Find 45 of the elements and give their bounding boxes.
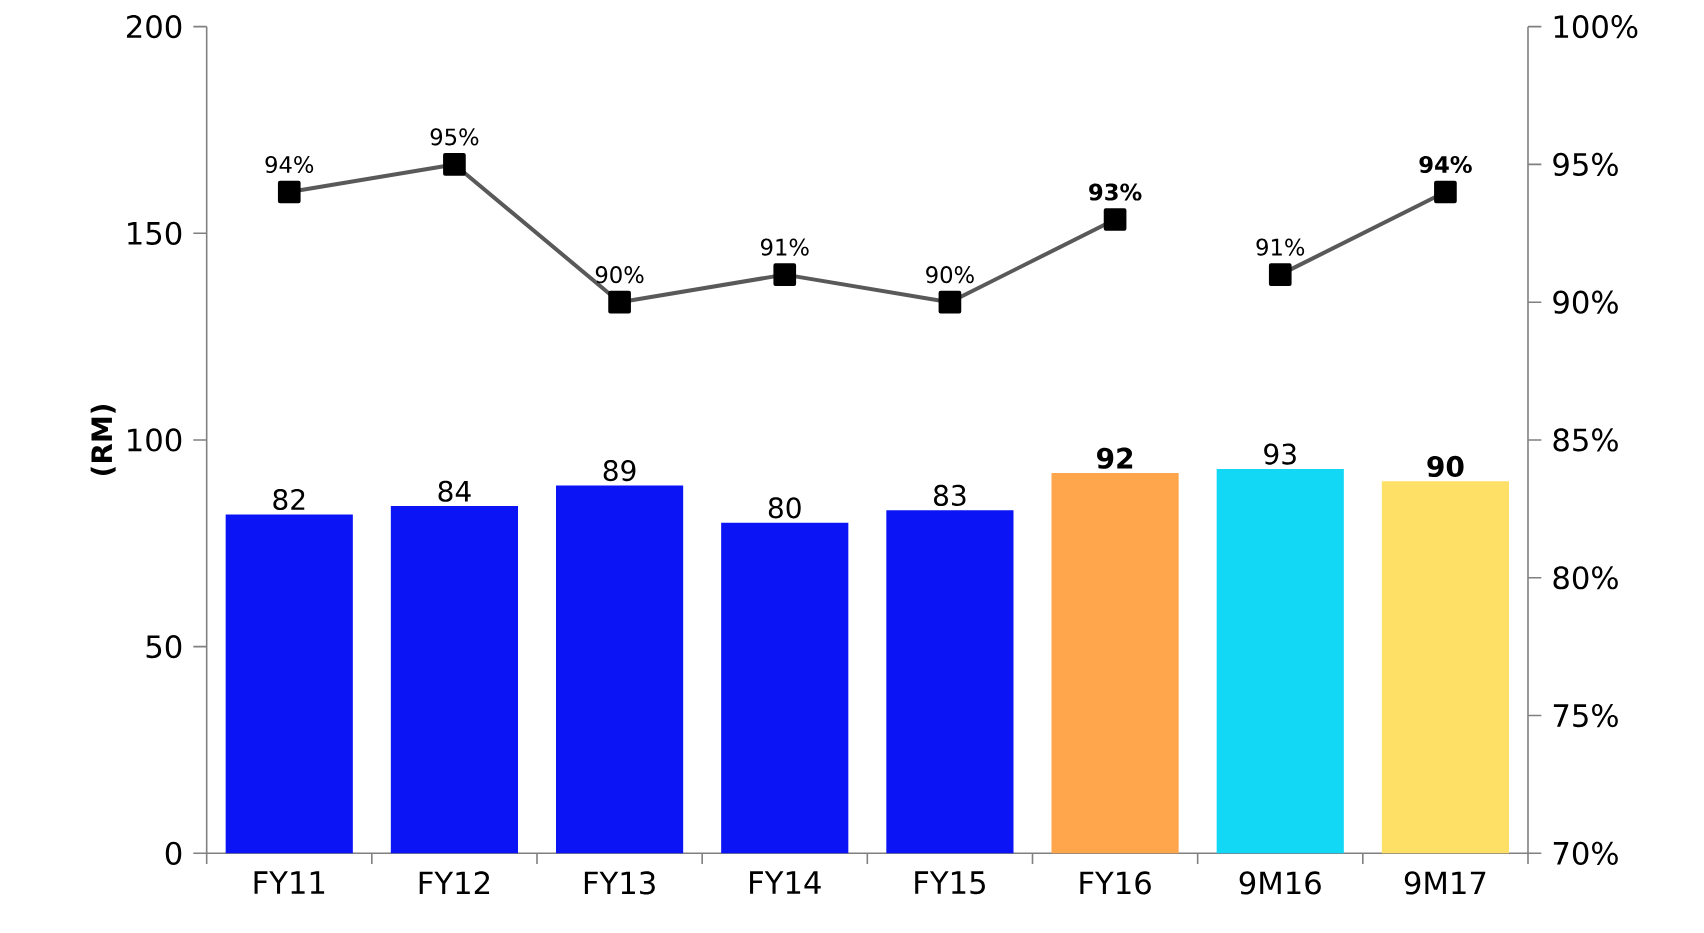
data-label: 80 bbox=[768, 497, 801, 519]
bar bbox=[1381, 481, 1509, 854]
y-tick-label: 100 bbox=[128, 428, 182, 452]
y2-tick-label: 80% bbox=[1553, 565, 1618, 590]
y-tick-label: 50 bbox=[146, 634, 182, 659]
y2-tick-label: 95% bbox=[1553, 152, 1618, 176]
data-label: 94% bbox=[1419, 155, 1472, 173]
data-label: 91% bbox=[760, 238, 809, 256]
y2-tick-label: 100% bbox=[1554, 14, 1638, 39]
data-label: 91% bbox=[1256, 238, 1305, 256]
data-label: 90 bbox=[1427, 455, 1464, 477]
data-label: 93 bbox=[1264, 443, 1296, 465]
bar bbox=[886, 510, 1014, 854]
data-label: 83 bbox=[934, 484, 966, 506]
y2-tick-label: 70% bbox=[1553, 841, 1618, 865]
data-label: 95% bbox=[430, 128, 479, 146]
x-tick-label: FY15 bbox=[915, 871, 985, 894]
data-label: 90% bbox=[595, 265, 644, 284]
y2-tick-label: 85% bbox=[1553, 428, 1618, 452]
x-tick-label: 9M16 bbox=[1239, 871, 1321, 895]
x-tick-label: FY16 bbox=[1080, 871, 1151, 895]
bar bbox=[721, 522, 849, 854]
bar bbox=[556, 485, 684, 854]
data-label: 93% bbox=[1089, 183, 1142, 201]
bar bbox=[1051, 472, 1179, 854]
data-label: 84 bbox=[438, 480, 471, 502]
data-label: 94% bbox=[265, 155, 314, 173]
x-tick-label: FY13 bbox=[584, 871, 655, 895]
data-label: 82 bbox=[273, 488, 305, 510]
data-label: 92 bbox=[1097, 447, 1133, 469]
y-tick-label: 200 bbox=[127, 14, 182, 39]
y-tick-label: 0 bbox=[165, 841, 182, 865]
x-tick-label: 9M17 bbox=[1404, 871, 1486, 895]
y2-tick-label: 90% bbox=[1553, 290, 1618, 314]
bar bbox=[390, 505, 519, 854]
data-label: 90% bbox=[926, 265, 974, 284]
bar bbox=[1216, 468, 1344, 854]
x-tick-label: FY11 bbox=[254, 871, 325, 894]
data-label: 89 bbox=[603, 459, 636, 482]
x-tick-label: FY14 bbox=[750, 871, 821, 894]
y-axis-title: (RM) bbox=[90, 404, 116, 475]
x-tick-label: FY12 bbox=[419, 871, 490, 894]
y2-tick-label: 75% bbox=[1553, 703, 1618, 727]
bar bbox=[225, 514, 353, 854]
y-tick-label: 150 bbox=[128, 221, 182, 245]
